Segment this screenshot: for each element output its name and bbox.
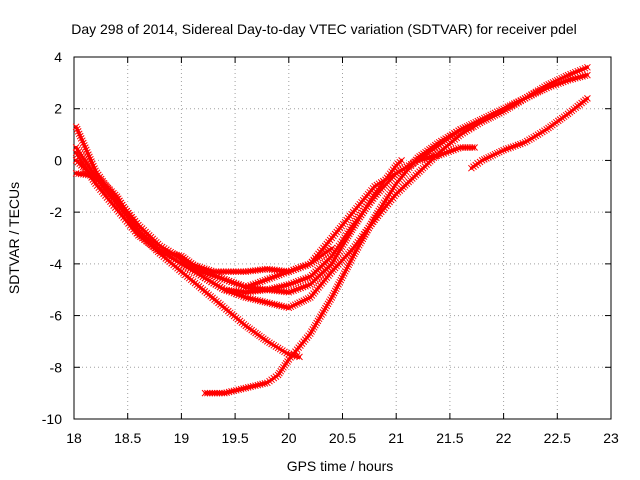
x-tick-label: 20.5 bbox=[329, 430, 356, 446]
x-tick-label: 22.5 bbox=[544, 430, 571, 446]
series-track-8 bbox=[468, 95, 591, 172]
series-track-1 bbox=[72, 123, 303, 361]
y-tick-label: 2 bbox=[54, 101, 62, 117]
series-markers bbox=[468, 95, 591, 172]
x-tick-label: 21.5 bbox=[436, 430, 463, 446]
x-tick-label: 23 bbox=[603, 430, 619, 446]
series-track-7 bbox=[178, 244, 336, 275]
x-tick-label: 18.5 bbox=[114, 430, 141, 446]
series-track-2 bbox=[72, 63, 591, 312]
axis-ticks: 18 18.5 19 19.5 20 20.5 21 21.5 22 22.5 23-10-8-6-… bbox=[42, 49, 619, 446]
series-track-6 bbox=[201, 123, 475, 397]
x-tick-label: 19 bbox=[174, 430, 190, 446]
series-line bbox=[74, 125, 301, 359]
x-tick-label: 21 bbox=[388, 430, 404, 446]
y-tick-label: -4 bbox=[50, 256, 63, 272]
y-tick-label: -6 bbox=[50, 308, 63, 324]
y-tick-label: 0 bbox=[54, 152, 62, 168]
y-tick-label: -8 bbox=[50, 359, 63, 375]
y-tick-label: -2 bbox=[50, 204, 63, 220]
y-tick-label: -10 bbox=[42, 411, 62, 427]
x-tick-label: 18 bbox=[66, 430, 82, 446]
series-track-4 bbox=[72, 144, 478, 296]
x-tick-label: 22 bbox=[496, 430, 512, 446]
x-axis-label: GPS time / hours bbox=[287, 458, 394, 474]
series-markers bbox=[178, 244, 336, 275]
series-group bbox=[72, 63, 591, 397]
x-tick-label: 20 bbox=[281, 430, 297, 446]
chart-title: Day 298 of 2014, Sidereal Day-to-day VTE… bbox=[71, 21, 577, 37]
series-markers bbox=[201, 123, 475, 397]
x-tick-label: 19.5 bbox=[221, 430, 248, 446]
y-tick-label: 4 bbox=[54, 49, 62, 65]
y-axis-label: SDTVAR / TECUs bbox=[6, 182, 22, 294]
series-markers bbox=[72, 123, 303, 361]
series-markers bbox=[72, 144, 478, 296]
